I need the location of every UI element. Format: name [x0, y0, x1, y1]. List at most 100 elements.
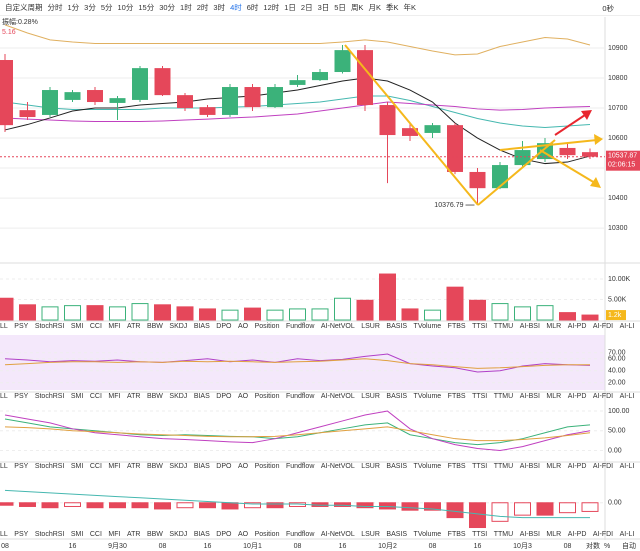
- indicator-tab[interactable]: AI-PD: [568, 323, 587, 330]
- indicator-tab[interactable]: Fundflow: [286, 531, 315, 538]
- indicator-tab[interactable]: AI-FDI: [593, 393, 613, 400]
- indicator-tab[interactable]: PSY: [14, 323, 28, 330]
- indicator-tab[interactable]: AO: [238, 531, 249, 538]
- interval-button[interactable]: 2时: [196, 3, 209, 12]
- indicator-tab[interactable]: TVolume: [414, 463, 442, 470]
- indicator-tab[interactable]: TTSI: [472, 323, 487, 330]
- indicator-tab[interactable]: FTBS: [448, 323, 466, 330]
- indicator-tab[interactable]: Fundflow: [286, 393, 315, 400]
- interval-button[interactable]: 年K: [403, 3, 416, 12]
- interval-button[interactable]: 12时: [263, 3, 280, 12]
- indicator-tab[interactable]: BBW: [147, 323, 163, 330]
- axis-option[interactable]: 对数: [586, 541, 600, 550]
- interval-button[interactable]: 15分: [138, 3, 155, 12]
- indicator-tab[interactable]: AI-LI: [620, 323, 635, 330]
- interval-button[interactable]: 5日: [334, 3, 346, 12]
- indicator-tab[interactable]: AO: [238, 463, 249, 470]
- indicator-tab[interactable]: SMI: [71, 393, 84, 400]
- indicator-tab[interactable]: LSUR: [361, 531, 380, 538]
- indicator-tab[interactable]: LL: [0, 393, 8, 400]
- indicator-tab[interactable]: BASIS: [386, 323, 407, 330]
- indicator-tab[interactable]: SKDJ: [169, 463, 187, 470]
- interval-button[interactable]: 3分: [84, 3, 96, 12]
- indicator-tab[interactable]: AI-BSI: [520, 393, 540, 400]
- indicator-tab[interactable]: AI-FDI: [593, 531, 613, 538]
- indicator-tab[interactable]: DPO: [216, 393, 232, 400]
- indicator-tab[interactable]: BIAS: [194, 463, 210, 470]
- indicator-tab[interactable]: BBW: [147, 531, 163, 538]
- indicator-tab[interactable]: TVolume: [414, 531, 442, 538]
- indicator-tab[interactable]: AO: [238, 323, 249, 330]
- indicator-tab[interactable]: Position: [255, 463, 280, 470]
- indicator-tab[interactable]: AI-PD: [568, 531, 587, 538]
- indicator-tab[interactable]: StochRSI: [35, 463, 65, 470]
- indicator-tab[interactable]: AI-NetVOL: [321, 323, 355, 330]
- indicator-tab[interactable]: ATR: [127, 323, 140, 330]
- indicator-tab[interactable]: LSUR: [361, 323, 380, 330]
- indicator-tab[interactable]: MFI: [108, 393, 120, 400]
- indicator-tab[interactable]: PSY: [14, 393, 28, 400]
- indicator-tab[interactable]: LSUR: [361, 463, 380, 470]
- indicator-tab[interactable]: AI-NetVOL: [321, 531, 355, 538]
- interval-button[interactable]: 周K: [350, 3, 364, 12]
- indicator-tab[interactable]: AI-PD: [568, 393, 587, 400]
- indicator-tab[interactable]: AO: [238, 393, 249, 400]
- indicator-tab[interactable]: FTBS: [448, 531, 466, 538]
- axis-option[interactable]: 自动: [622, 541, 636, 550]
- interval-button[interactable]: 5分: [100, 3, 113, 12]
- interval-button[interactable]: 6时: [246, 3, 259, 12]
- indicator-tab[interactable]: BASIS: [386, 393, 407, 400]
- indicator-tab[interactable]: ATR: [127, 393, 140, 400]
- indicator-tab[interactable]: BASIS: [386, 531, 407, 538]
- indicator-tab[interactable]: MFI: [108, 323, 120, 330]
- indicator-tab[interactable]: StochRSI: [35, 393, 65, 400]
- indicator-tab[interactable]: DPO: [216, 531, 232, 538]
- interval-button[interactable]: 10分: [117, 3, 134, 12]
- indicator-tab[interactable]: AI-BSI: [520, 531, 540, 538]
- indicator-tab[interactable]: SMI: [71, 463, 84, 470]
- indicator-tab[interactable]: BIAS: [194, 393, 210, 400]
- indicator-tab[interactable]: FTBS: [448, 463, 466, 470]
- indicator-tab[interactable]: PSY: [14, 463, 28, 470]
- indicator-tab[interactable]: Fundflow: [286, 323, 315, 330]
- indicator-tab[interactable]: AI-NetVOL: [321, 393, 355, 400]
- interval-button[interactable]: 2日: [300, 3, 313, 12]
- indicator-tab[interactable]: TTMU: [494, 323, 513, 330]
- indicator-tab[interactable]: DPO: [216, 323, 232, 330]
- indicator-tab[interactable]: AI-LI: [620, 393, 635, 400]
- indicator-tab[interactable]: BIAS: [194, 531, 210, 538]
- interval-button[interactable]: 3日: [317, 3, 330, 12]
- indicator-tab[interactable]: MLR: [546, 531, 561, 538]
- indicator-tab[interactable]: SKDJ: [169, 323, 187, 330]
- indicator-tab[interactable]: TTMU: [494, 531, 513, 538]
- interval-button[interactable]: 1时: [180, 3, 192, 12]
- indicator-tab[interactable]: FTBS: [448, 393, 466, 400]
- indicator-tab[interactable]: TVolume: [414, 393, 442, 400]
- indicator-tab[interactable]: MLR: [546, 463, 561, 470]
- interval-button[interactable]: 1分: [67, 3, 80, 12]
- indicator-tab[interactable]: LL: [0, 463, 8, 470]
- interval-button[interactable]: 分时: [47, 3, 63, 12]
- interval-button[interactable]: 4时: [230, 3, 242, 12]
- indicator-tab[interactable]: CCI: [90, 393, 102, 400]
- indicator-tab[interactable]: CCI: [90, 531, 102, 538]
- indicator-tab[interactable]: AI-BSI: [520, 463, 540, 470]
- interval-button[interactable]: 3时: [213, 3, 226, 12]
- interval-button[interactable]: 季K: [385, 3, 399, 12]
- indicator-tab[interactable]: AI-FDI: [593, 323, 613, 330]
- indicator-tab[interactable]: AI-PD: [568, 463, 587, 470]
- indicator-tab[interactable]: AI-LI: [620, 531, 635, 538]
- indicator-tab[interactable]: SMI: [71, 323, 84, 330]
- indicator-tab[interactable]: LSUR: [361, 393, 380, 400]
- axis-option[interactable]: %: [604, 543, 610, 550]
- indicator-tab[interactable]: AI-FDI: [593, 463, 613, 470]
- indicator-tab[interactable]: LL: [0, 531, 8, 538]
- indicator-tab[interactable]: Position: [255, 323, 280, 330]
- indicator-tab[interactable]: LL: [0, 323, 8, 330]
- indicator-tab[interactable]: StochRSI: [35, 531, 65, 538]
- indicator-tab[interactable]: MLR: [546, 393, 561, 400]
- indicator-tab[interactable]: Position: [255, 393, 280, 400]
- indicator-tab[interactable]: TTSI: [472, 393, 487, 400]
- indicator-tab[interactable]: MFI: [108, 463, 120, 470]
- indicator-tab[interactable]: AI-BSI: [520, 323, 540, 330]
